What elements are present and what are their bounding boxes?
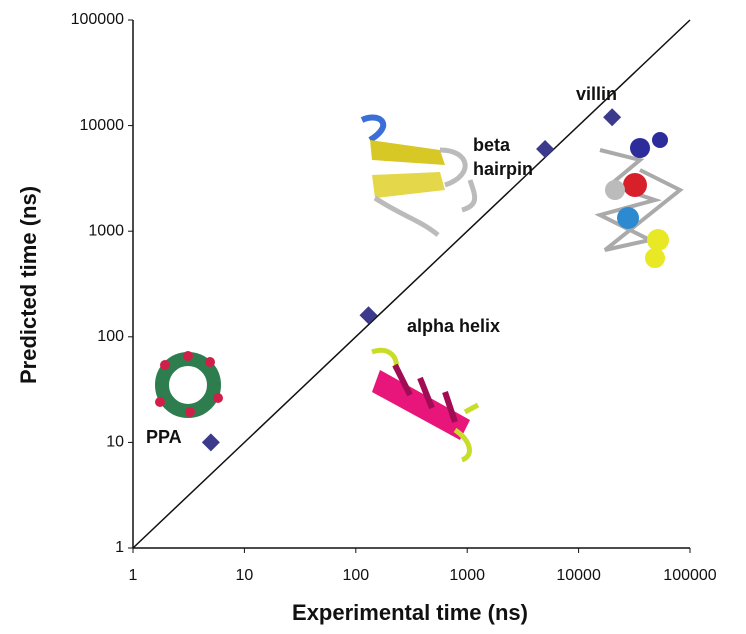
annotation: beta xyxy=(473,135,511,155)
x-tick-label: 10000 xyxy=(556,567,601,584)
x-tick-label: 100000 xyxy=(663,567,716,584)
annotation: villin xyxy=(576,84,617,104)
data-point xyxy=(359,306,378,325)
y-tick-label: 100000 xyxy=(71,11,124,28)
data-point xyxy=(536,140,555,159)
identity-line xyxy=(132,19,691,549)
x-tick-label: 10 xyxy=(236,567,254,584)
annotation: alpha helix xyxy=(407,316,500,336)
y-tick-label: 10000 xyxy=(80,117,125,134)
x-tick-label: 100 xyxy=(342,567,369,584)
annotation: PPA xyxy=(146,427,182,447)
x-tick-label: 1000 xyxy=(449,567,485,584)
beta-hairpin-molecule xyxy=(360,114,478,237)
y-tick-label: 10 xyxy=(106,434,124,451)
y-axis-title: Predicted time (ns) xyxy=(16,186,41,384)
villin-molecule xyxy=(594,132,684,268)
annotation: hairpin xyxy=(473,159,533,179)
alpha-helix-molecule xyxy=(371,347,480,463)
data-point xyxy=(201,433,220,452)
x-tick-label: 1 xyxy=(129,567,138,584)
y-tick-label: 1000 xyxy=(88,222,124,239)
y-tick-label: 100 xyxy=(97,328,124,345)
ppa-molecule xyxy=(155,351,223,418)
y-tick-label: 1 xyxy=(115,539,124,556)
data-point xyxy=(603,108,622,127)
x-axis-title: Experimental time (ns) xyxy=(292,600,528,625)
